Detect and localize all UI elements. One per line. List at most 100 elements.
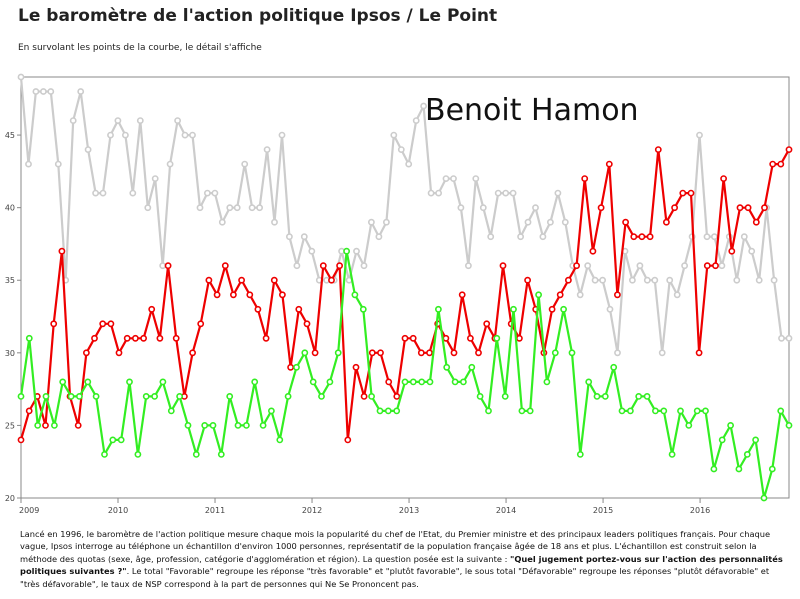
data-point-favorable[interactable]: [610, 363, 618, 371]
data-point-favorable[interactable]: [560, 305, 567, 313]
data-point-favorable[interactable]: [685, 421, 693, 429]
data-point-nsp[interactable]: [84, 146, 92, 153]
data-point-defavorable[interactable]: [368, 349, 376, 357]
data-point-nsp[interactable]: [681, 262, 688, 270]
data-point-nsp[interactable]: [547, 218, 554, 226]
data-point-nsp[interactable]: [412, 117, 420, 124]
data-point-favorable[interactable]: [543, 378, 551, 386]
data-point-nsp[interactable]: [353, 247, 360, 255]
data-point-defavorable[interactable]: [197, 320, 205, 328]
data-point-defavorable[interactable]: [344, 436, 352, 444]
data-point-favorable[interactable]: [727, 421, 734, 429]
data-point-favorable[interactable]: [242, 421, 250, 429]
data-point-defavorable[interactable]: [377, 349, 384, 357]
data-point-nsp[interactable]: [181, 131, 189, 139]
data-point-defavorable[interactable]: [115, 349, 123, 357]
data-point-nsp[interactable]: [77, 88, 85, 95]
data-point-nsp[interactable]: [658, 349, 666, 357]
data-point-nsp[interactable]: [166, 160, 174, 168]
data-point-nsp[interactable]: [450, 175, 457, 182]
data-point-favorable[interactable]: [76, 392, 83, 400]
data-point-favorable[interactable]: [92, 392, 100, 400]
data-point-favorable[interactable]: [176, 392, 183, 400]
data-point-favorable[interactable]: [551, 349, 559, 357]
data-point-nsp[interactable]: [151, 175, 159, 182]
data-point-favorable[interactable]: [718, 436, 726, 444]
data-point-defavorable[interactable]: [17, 436, 25, 444]
data-point-nsp[interactable]: [211, 189, 219, 197]
data-point-favorable[interactable]: [618, 407, 626, 415]
data-point-favorable[interactable]: [601, 392, 609, 400]
data-point-nsp[interactable]: [740, 233, 748, 241]
data-point-nsp[interactable]: [785, 334, 793, 342]
data-point-nsp[interactable]: [614, 349, 621, 357]
data-point-nsp[interactable]: [539, 233, 547, 241]
data-point-favorable[interactable]: [34, 421, 42, 429]
data-point-favorable[interactable]: [476, 392, 484, 400]
data-point-nsp[interactable]: [711, 233, 718, 241]
data-point-nsp[interactable]: [636, 262, 644, 270]
data-point-defavorable[interactable]: [499, 262, 507, 270]
data-point-defavorable[interactable]: [385, 378, 393, 386]
data-point-defavorable[interactable]: [622, 218, 629, 226]
data-point-favorable[interactable]: [493, 334, 501, 342]
data-point-nsp[interactable]: [122, 131, 129, 139]
data-point-favorable[interactable]: [309, 378, 317, 386]
data-point-defavorable[interactable]: [238, 276, 245, 284]
data-point-nsp[interactable]: [136, 117, 144, 124]
data-point-defavorable[interactable]: [524, 276, 531, 284]
data-point-defavorable[interactable]: [712, 262, 719, 270]
data-point-defavorable[interactable]: [25, 407, 33, 415]
data-point-nsp[interactable]: [778, 334, 785, 342]
data-point-nsp[interactable]: [32, 88, 40, 95]
data-point-nsp[interactable]: [25, 160, 32, 168]
data-point-defavorable[interactable]: [270, 276, 278, 284]
data-point-nsp[interactable]: [54, 160, 62, 168]
data-point-favorable[interactable]: [735, 465, 743, 473]
data-point-nsp[interactable]: [532, 204, 539, 212]
data-point-defavorable[interactable]: [687, 189, 695, 197]
data-point-defavorable[interactable]: [605, 160, 613, 168]
data-point-favorable[interactable]: [209, 421, 217, 429]
data-point-defavorable[interactable]: [393, 392, 401, 400]
data-point-favorable[interactable]: [101, 450, 108, 458]
data-point-defavorable[interactable]: [352, 363, 360, 371]
data-point-defavorable[interactable]: [728, 247, 736, 255]
data-point-favorable[interactable]: [234, 421, 242, 429]
data-point-nsp[interactable]: [703, 233, 711, 241]
data-point-favorable[interactable]: [343, 247, 350, 255]
data-point-favorable[interactable]: [576, 450, 584, 458]
data-point-nsp[interactable]: [256, 204, 263, 212]
data-point-nsp[interactable]: [420, 102, 427, 110]
data-point-defavorable[interactable]: [189, 349, 196, 357]
data-point-defavorable[interactable]: [695, 349, 703, 357]
data-point-defavorable[interactable]: [295, 305, 303, 313]
data-point-favorable[interactable]: [184, 421, 192, 429]
data-point-defavorable[interactable]: [278, 291, 286, 299]
data-point-nsp[interactable]: [576, 291, 584, 299]
data-point-favorable[interactable]: [418, 378, 426, 386]
data-point-defavorable[interactable]: [311, 349, 319, 357]
data-point-favorable[interactable]: [510, 305, 517, 313]
data-point-nsp[interactable]: [755, 276, 763, 284]
data-point-favorable[interactable]: [318, 392, 325, 400]
data-point-nsp[interactable]: [129, 189, 137, 197]
data-point-defavorable[interactable]: [164, 262, 172, 270]
data-point-defavorable[interactable]: [785, 146, 793, 153]
data-point-favorable[interactable]: [384, 407, 392, 415]
data-point-defavorable[interactable]: [654, 146, 662, 153]
data-point-nsp[interactable]: [405, 160, 413, 168]
data-point-nsp[interactable]: [435, 189, 442, 197]
data-point-favorable[interactable]: [301, 349, 309, 357]
data-point-defavorable[interactable]: [213, 291, 221, 299]
data-point-favorable[interactable]: [443, 363, 451, 371]
data-point-favorable[interactable]: [284, 392, 292, 400]
data-point-favorable[interactable]: [276, 436, 284, 444]
data-point-defavorable[interactable]: [752, 218, 760, 226]
data-point-favorable[interactable]: [768, 465, 776, 473]
data-point-defavorable[interactable]: [769, 160, 777, 168]
data-point-nsp[interactable]: [263, 146, 271, 153]
data-point-defavorable[interactable]: [42, 421, 49, 429]
data-point-favorable[interactable]: [485, 407, 492, 415]
data-point-favorable[interactable]: [752, 436, 759, 444]
